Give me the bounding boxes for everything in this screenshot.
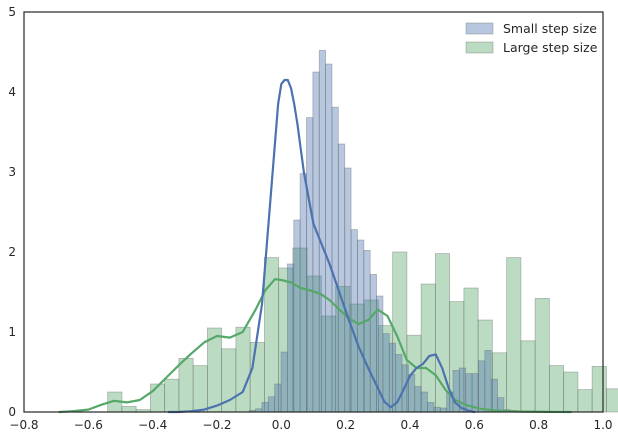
histogram-bar bbox=[274, 383, 282, 413]
x-tick-label: −0.6 bbox=[74, 418, 103, 432]
legend-item: Large step size bbox=[465, 40, 598, 55]
y-tick-label: 5 bbox=[8, 5, 16, 19]
histogram-bar bbox=[344, 167, 352, 413]
histogram-bar bbox=[121, 405, 137, 413]
plot-frame bbox=[23, 11, 604, 413]
histogram-bar bbox=[548, 365, 565, 413]
plot-background bbox=[24, 12, 603, 412]
legend-label: Small step size bbox=[503, 21, 597, 36]
histogram-bar bbox=[534, 297, 550, 413]
histogram-bar bbox=[520, 340, 536, 413]
histogram-bar bbox=[299, 173, 307, 413]
histogram-bar bbox=[388, 342, 397, 413]
histogram-bar bbox=[420, 391, 428, 413]
kde-line-small-step-size bbox=[167, 78, 476, 414]
legend: Small step size Large step size bbox=[465, 21, 598, 55]
histogram-bar bbox=[478, 360, 486, 413]
histogram-bar bbox=[337, 143, 346, 413]
histogram-bar bbox=[427, 401, 435, 413]
histogram-bar bbox=[484, 349, 492, 413]
histogram-bar bbox=[267, 396, 276, 413]
histogram-bar bbox=[605, 388, 618, 413]
y-tick-label: 0 bbox=[8, 405, 16, 419]
histogram-bar bbox=[563, 371, 579, 413]
legend-item: Small step size bbox=[465, 21, 597, 36]
histogram-bar bbox=[286, 263, 295, 413]
histogram-bar bbox=[331, 106, 339, 413]
x-tick-label: −0.2 bbox=[202, 418, 231, 432]
histogram-bar bbox=[434, 253, 451, 413]
histogram-bar bbox=[178, 357, 194, 413]
y-axis: 0 1 2 3 4 5 bbox=[8, 5, 16, 419]
x-tick-label: 0.4 bbox=[400, 418, 419, 432]
x-tick-label: 0.6 bbox=[465, 418, 484, 432]
x-tick-label: −0.8 bbox=[9, 418, 38, 432]
y-tick-label: 3 bbox=[8, 165, 16, 179]
x-tick-label: 0.8 bbox=[529, 418, 548, 432]
histogram-bar bbox=[414, 385, 422, 413]
histogram-bar bbox=[363, 249, 371, 413]
histogram-bar bbox=[591, 365, 607, 413]
histogram-bar bbox=[407, 373, 416, 413]
histogram-bar bbox=[506, 257, 522, 413]
y-tick-label: 4 bbox=[8, 85, 16, 99]
histogram-bar bbox=[325, 63, 333, 413]
histogram-bar bbox=[164, 378, 180, 413]
histogram-bar bbox=[249, 341, 265, 413]
legend-label: Large step size bbox=[503, 40, 598, 55]
histogram-bar bbox=[261, 401, 269, 413]
histogram-bar bbox=[235, 326, 251, 413]
histogram-bar bbox=[318, 50, 327, 413]
histogram-bar bbox=[306, 117, 314, 413]
histogram-bar bbox=[369, 273, 377, 413]
kde-curves bbox=[58, 78, 572, 414]
x-axis: −0.8 −0.6 −0.4 −0.2 0.0 0.2 0.4 0.6 0.8 1.0 bbox=[9, 418, 612, 432]
legend-swatch bbox=[465, 41, 494, 54]
histogram-bar bbox=[280, 351, 288, 413]
plot-area bbox=[23, 11, 618, 414]
histogram-bar bbox=[293, 219, 301, 413]
x-tick-label: 0.0 bbox=[272, 418, 291, 432]
histogram-bar bbox=[490, 378, 498, 413]
histogram-bar bbox=[312, 71, 320, 413]
histogram-bar bbox=[192, 365, 208, 413]
x-tick-label: 1.0 bbox=[593, 418, 612, 432]
x-tick-label: −0.4 bbox=[138, 418, 167, 432]
y-tick-label: 2 bbox=[8, 245, 16, 259]
y-tick-label: 1 bbox=[8, 325, 16, 339]
kde-line-large-step-size bbox=[58, 278, 572, 414]
legend-swatch bbox=[465, 22, 494, 35]
histogram-bar bbox=[149, 383, 166, 413]
histogram-bar bbox=[577, 389, 593, 413]
histogram-bar bbox=[433, 406, 441, 413]
histogram-bar bbox=[357, 239, 365, 413]
x-tick-label: 0.2 bbox=[336, 418, 355, 432]
